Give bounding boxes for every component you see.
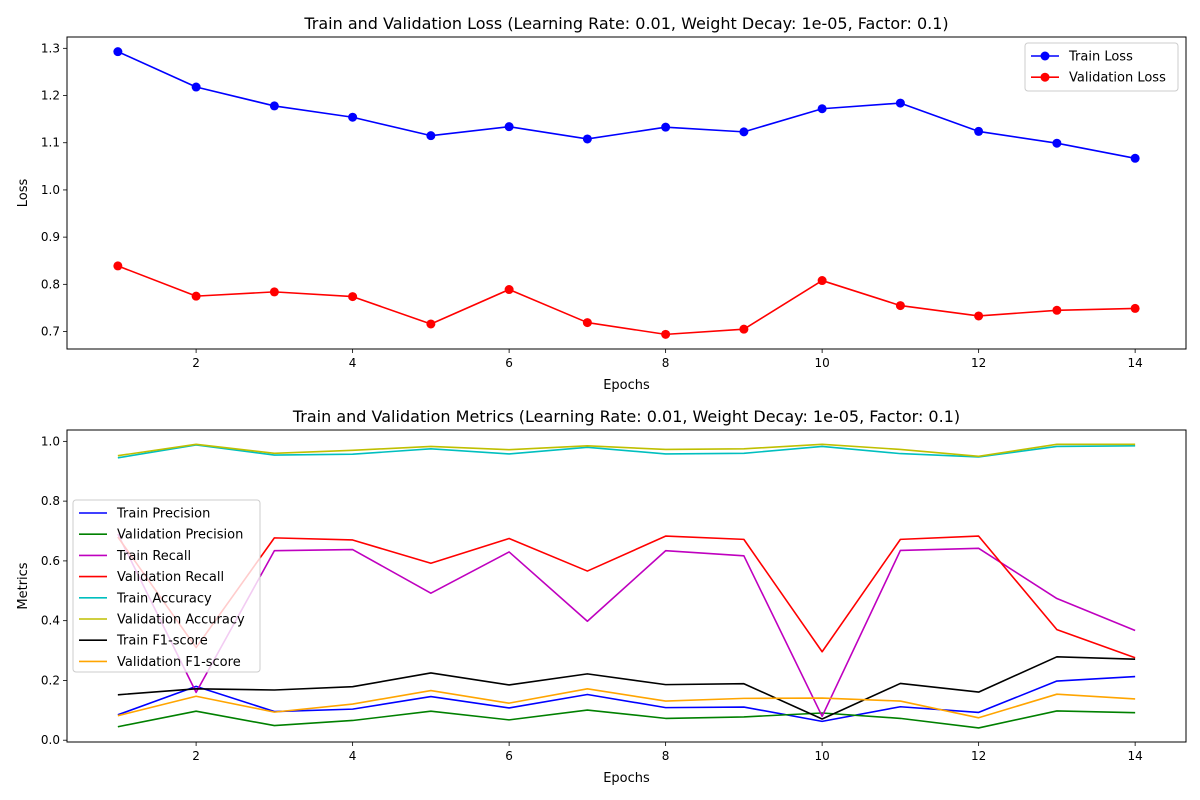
legend-label-train-f1-score: Train F1-score	[116, 634, 208, 649]
x-tick-label: 4	[349, 356, 357, 370]
legend-label-train-recall: Train Recall	[116, 549, 191, 564]
chart-title: Train and Validation Metrics (Learning R…	[292, 407, 960, 426]
y-tick-label: 1.1	[41, 136, 60, 150]
series-line-train-accuracy	[117, 444, 1136, 459]
series-line-validation-f1-score	[117, 688, 1136, 719]
y-tick-label: 1.0	[41, 434, 60, 448]
data-point-train-loss	[582, 134, 592, 144]
x-tick-label: 10	[814, 749, 829, 763]
y-tick-label: 0.9	[41, 230, 60, 244]
data-point-train-loss	[348, 112, 358, 122]
legend-label-train-accuracy: Train Accuracy	[116, 591, 212, 606]
series-line-validation-recall	[117, 535, 1136, 659]
y-tick-label: 0.8	[41, 277, 60, 291]
data-point-train-loss	[191, 82, 201, 92]
x-tick-label: 2	[192, 749, 200, 763]
data-point-validation-loss	[348, 292, 358, 302]
legend-label-validation-precision: Validation Precision	[117, 528, 243, 543]
data-point-validation-loss	[269, 287, 279, 297]
y-tick-label: 0.8	[41, 494, 60, 508]
data-point-validation-loss	[661, 329, 671, 339]
x-axis-label: Epochs	[603, 771, 650, 786]
legend-label-validation-loss: Validation Loss	[1069, 71, 1166, 86]
data-point-validation-loss	[1052, 305, 1062, 315]
y-tick-label: 0.7	[41, 325, 60, 339]
x-tick-label: 6	[505, 749, 513, 763]
data-point-validation-loss	[504, 285, 514, 295]
data-point-train-loss	[817, 104, 827, 114]
legend-marker-validation-loss	[1040, 72, 1050, 82]
data-point-train-loss	[113, 47, 123, 57]
legend-label-validation-recall: Validation Recall	[117, 570, 224, 585]
legend: Train Precision Validation Precision Train…	[72, 499, 261, 673]
data-point-train-loss	[1052, 138, 1062, 148]
y-axis-label: Metrics	[16, 562, 31, 609]
x-tick-label: 14	[1127, 749, 1142, 763]
data-point-train-loss	[1130, 153, 1140, 163]
x-tick-label: 10	[814, 356, 829, 370]
y-tick-label: 1.3	[41, 41, 60, 55]
data-point-train-loss	[974, 126, 984, 136]
x-tick-label: 14	[1127, 356, 1142, 370]
legend-frame	[72, 499, 261, 673]
series-line-train-f1-score	[117, 656, 1136, 720]
legend-label-train-precision: Train Precision	[116, 507, 210, 522]
data-point-train-loss	[504, 122, 514, 132]
legend-label-train-loss: Train Loss	[1068, 50, 1133, 65]
y-tick-label: 0.6	[41, 554, 60, 568]
data-point-validation-loss	[582, 318, 592, 328]
data-point-validation-loss	[191, 291, 201, 301]
series-line-train-recall	[117, 533, 1136, 718]
series-line-validation-loss	[117, 265, 1136, 336]
series-line-validation-accuracy	[117, 443, 1136, 458]
data-point-validation-loss	[1130, 303, 1140, 313]
plot-frame	[66, 429, 1187, 743]
y-tick-label: 0.0	[41, 733, 60, 747]
x-tick-label: 8	[662, 356, 670, 370]
data-point-train-loss	[426, 131, 436, 141]
data-point-validation-loss	[895, 301, 905, 311]
y-tick-label: 0.4	[41, 614, 60, 628]
series-line-validation-precision	[117, 709, 1136, 729]
y-tick-label: 0.2	[41, 673, 60, 687]
y-tick-label: 1.2	[41, 89, 60, 103]
data-point-train-loss	[269, 101, 279, 111]
plot-frame	[66, 36, 1187, 350]
legend-label-validation-f1-score: Validation F1-score	[117, 655, 241, 670]
loss-chart: Train and Validation Loss (Learning Rate…	[16, 14, 1187, 393]
data-point-validation-loss	[974, 311, 984, 321]
x-tick-label: 6	[505, 356, 513, 370]
x-tick-label: 12	[971, 749, 986, 763]
legend-label-validation-accuracy: Validation Accuracy	[117, 613, 245, 628]
y-axis-label: Loss	[16, 179, 31, 208]
data-point-validation-loss	[426, 319, 436, 329]
y-tick-label: 1.0	[41, 183, 60, 197]
chart-title: Train and Validation Loss (Learning Rate…	[303, 14, 948, 33]
x-tick-label: 12	[971, 356, 986, 370]
series-line-train-loss	[117, 50, 1136, 160]
metrics-chart: Train and Validation Metrics (Learning R…	[16, 407, 1187, 786]
x-axis-label: Epochs	[603, 378, 650, 393]
data-point-train-loss	[739, 127, 749, 137]
data-point-train-loss	[895, 98, 905, 108]
x-tick-label: 4	[349, 749, 357, 763]
data-point-train-loss	[661, 122, 671, 132]
x-tick-label: 8	[662, 749, 670, 763]
legend-frame	[1024, 42, 1179, 92]
legend-marker-train-loss	[1040, 51, 1050, 61]
x-tick-label: 2	[192, 356, 200, 370]
data-point-validation-loss	[739, 324, 749, 334]
legend: Train Loss Validation Loss	[1024, 42, 1179, 92]
data-point-validation-loss	[817, 276, 827, 286]
data-point-validation-loss	[113, 261, 123, 271]
